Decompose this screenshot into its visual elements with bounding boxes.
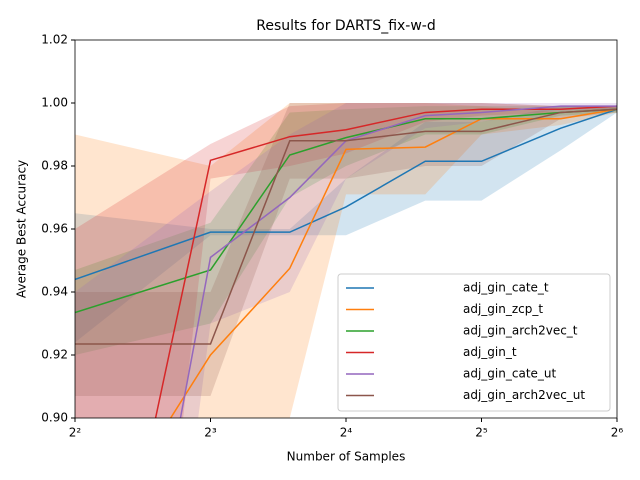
series-line	[169, 108, 617, 418]
series-line	[154, 105, 617, 418]
x-tick-label: 2⁶	[611, 426, 624, 440]
confidence-band	[75, 103, 617, 418]
series-line	[75, 108, 617, 281]
confidence-band	[75, 103, 617, 418]
confidence-band	[75, 103, 617, 396]
legend-label: adj_gin_arch2vec_ut	[463, 388, 585, 402]
x-tick-label: 2³	[204, 426, 217, 440]
legend-label: adj_gin_cate_ut	[463, 367, 557, 381]
x-tick-label: 2⁵	[475, 426, 488, 440]
y-tick-label: 0.96	[41, 222, 68, 236]
y-tick-label: 1.02	[41, 33, 68, 47]
y-axis-label: Average Best Accuracy	[15, 160, 29, 298]
y-tick-label: 1.00	[41, 96, 68, 110]
legend-box	[337, 273, 611, 412]
chart-title: Results for DARTS_fix-w-d	[256, 18, 436, 34]
confidence-band	[75, 106, 617, 343]
x-axis-label: Number of Samples	[287, 450, 406, 464]
series-line	[75, 108, 617, 345]
y-tick-label: 0.98	[41, 159, 68, 173]
x-tick-label: 2⁴	[340, 426, 353, 440]
legend-label: adj_gin_zcp_t	[463, 302, 543, 316]
lines	[75, 105, 617, 418]
series-line	[179, 105, 617, 418]
y-tick-label: 0.90	[41, 411, 68, 425]
confidence-band	[75, 103, 617, 418]
confidence-band	[75, 106, 617, 356]
legend-label: adj_gin_cate_t	[463, 281, 549, 295]
y-tick-label: 0.92	[41, 348, 68, 362]
legend-label: adj_gin_t	[463, 345, 517, 359]
bands	[75, 103, 617, 418]
x-tick-label: 2²	[69, 426, 82, 440]
legend-label: adj_gin_arch2vec_t	[463, 324, 578, 338]
axes: 0.90 0.92 0.94 0.96 0.98 1.00 1.02 2² 2³ 2⁴ 2⁵ 2⁶ ad…	[41, 33, 623, 440]
y-tick-label: 0.94	[41, 285, 68, 299]
